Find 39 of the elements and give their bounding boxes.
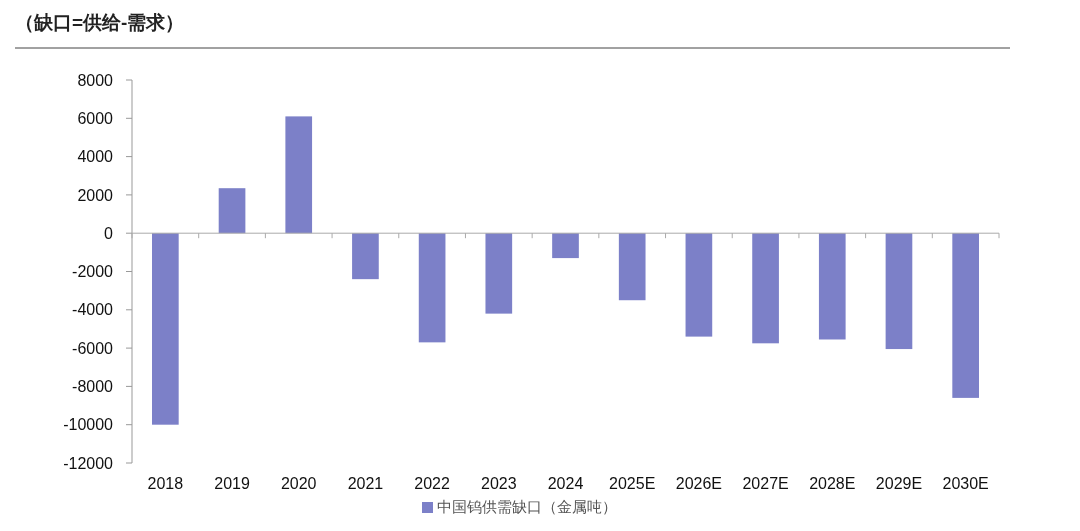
legend-label: 中国钨供需缺口（金属吨） — [437, 498, 617, 516]
bar — [152, 233, 179, 425]
y-tick-label: -6000 — [72, 339, 114, 357]
chart-title: （缺口=供给-需求） — [15, 12, 185, 33]
bar — [818, 233, 846, 340]
bar — [285, 116, 313, 234]
y-tick-label: -4000 — [72, 301, 114, 319]
bar — [752, 233, 779, 344]
x-tick-label: 2028E — [809, 475, 856, 492]
x-tick-label: 2018 — [147, 475, 184, 492]
x-tick-label: 2024 — [547, 475, 584, 492]
y-tick-label: -8000 — [72, 378, 114, 395]
y-tick-label: -12000 — [63, 454, 114, 472]
x-tick-label: 2029E — [875, 475, 923, 492]
y-tick-label: 0 — [104, 224, 114, 242]
x-tick-label: 2019 — [214, 475, 250, 492]
bar — [418, 233, 446, 343]
bar — [352, 233, 379, 280]
x-tick-label: 2026E — [675, 475, 723, 492]
bar — [552, 233, 579, 259]
y-tick-label: 6000 — [77, 109, 114, 127]
y-tick-label: 8000 — [77, 71, 114, 89]
x-tick-label: 2030E — [942, 475, 989, 492]
bar — [952, 233, 979, 398]
x-tick-label: 2025E — [609, 475, 656, 492]
bar — [685, 233, 713, 337]
bar — [218, 188, 246, 234]
bar — [485, 233, 513, 314]
x-tick-label: 2022 — [414, 475, 451, 492]
y-tick-label: 4000 — [77, 148, 114, 166]
y-tick-label: 2000 — [77, 186, 114, 204]
x-tick-label: 2027E — [742, 475, 789, 492]
y-tick-label: -10000 — [63, 416, 114, 434]
bar — [885, 233, 913, 350]
bar — [618, 233, 646, 301]
x-tick-label: 2020 — [280, 475, 317, 492]
x-tick-label: 2021 — [347, 475, 384, 492]
x-tick-label: 2023 — [481, 475, 517, 492]
y-tick-label: -2000 — [72, 263, 114, 281]
